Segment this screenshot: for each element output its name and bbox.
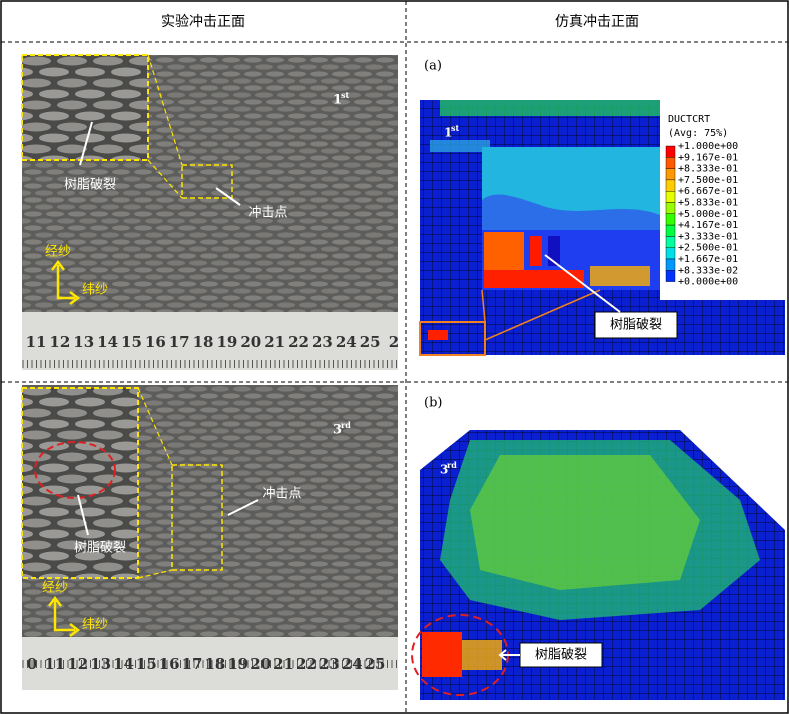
ruler-number: 0	[27, 655, 37, 673]
damage-label: 树脂破裂	[535, 648, 587, 663]
legend-label: +3.333e-01	[678, 231, 738, 242]
legend-swatch	[666, 259, 675, 270]
legend-swatch	[666, 225, 675, 236]
ruler-number: 21	[273, 655, 294, 673]
ruler-number: 22	[296, 655, 317, 673]
warp-label: 经纱	[45, 245, 71, 260]
legend-label: +8.333e-02	[678, 265, 738, 276]
legend-label: +1.000e+00	[678, 141, 738, 152]
ruler-number: 17	[169, 333, 190, 351]
header-right: 仿真冲击正面	[555, 14, 639, 30]
panel-label: (a)	[424, 59, 442, 74]
panel-label: (b)	[424, 396, 442, 411]
ruler-number: 25	[365, 655, 386, 673]
specimen-suffix: rd	[341, 420, 351, 430]
impact-label: 冲击点	[262, 487, 301, 502]
damage-label: 树脂破裂	[74, 541, 126, 556]
legend-swatch	[666, 270, 675, 281]
ruler-number: 21	[264, 333, 285, 351]
ruler-number: 12	[67, 655, 88, 673]
ruler-number: 24	[342, 655, 363, 673]
header-left: 实验冲击正面	[161, 14, 245, 30]
ruler-number: 20	[250, 655, 271, 673]
ruler-number: 20	[240, 333, 261, 351]
legend-label: +5.000e-01	[678, 209, 738, 220]
ruler-number: 11	[26, 333, 47, 351]
legend-swatch	[666, 146, 675, 157]
ruler-number: 19	[227, 655, 248, 673]
ruler-number: 13	[90, 655, 111, 673]
legend-label: +6.667e-01	[678, 186, 738, 197]
ruler-number: 18	[204, 655, 225, 673]
ruler-number: 13	[73, 333, 94, 351]
ruler-number: 25	[360, 333, 381, 351]
ruler-number: 11	[44, 655, 65, 673]
legend-swatch	[666, 169, 675, 180]
weft-label: 纬纱	[82, 283, 108, 298]
specimen-suffix: st	[451, 123, 460, 133]
damage-label: 树脂破裂	[64, 178, 116, 193]
ruler-number: 14	[113, 655, 134, 673]
ruler-number: 22	[288, 333, 309, 351]
legend-title: DUCTCRT	[668, 114, 710, 125]
ruler-number: 23	[319, 655, 340, 673]
ruler-number: 23	[312, 333, 333, 351]
ruler-number: 18	[193, 333, 214, 351]
ruler-number: 17	[182, 655, 203, 673]
weft-label: 纬纱	[82, 618, 108, 633]
specimen-suffix: rd	[447, 460, 457, 470]
legend-swatch	[666, 191, 675, 202]
legend-label: +7.500e-01	[678, 175, 738, 186]
legend-label: +0.000e+00	[678, 277, 738, 288]
ruler-number: 12	[49, 333, 70, 351]
legend-swatch	[666, 157, 675, 168]
ruler-number: 24	[336, 333, 357, 351]
legend-label: +4.167e-01	[678, 220, 738, 231]
legend-label: +5.833e-01	[678, 198, 738, 209]
impact-label: 冲击点	[248, 206, 287, 221]
legend-label: +2.500e-01	[678, 243, 738, 254]
warp-label: 经纱	[42, 581, 68, 596]
ruler-number: 14	[97, 333, 118, 351]
ruler-number: 16	[145, 333, 166, 351]
ruler-number: 19	[216, 333, 237, 351]
legend-swatch	[666, 180, 675, 191]
legend-label: +8.333e-01	[678, 164, 738, 175]
legend-swatch	[666, 203, 675, 214]
damage-label: 树脂破裂	[610, 318, 662, 333]
figure: 实验冲击正面 仿真冲击正面 1 st 树脂破裂 冲击点 经纱 纬纱 111213…	[0, 0, 789, 714]
ruler-number: 16	[159, 655, 180, 673]
legend-swatch	[666, 248, 675, 259]
legend-swatch	[666, 236, 675, 247]
simulation-image	[412, 430, 785, 700]
legend-subtitle: (Avg: 75%)	[668, 128, 728, 139]
ruler-number: 15	[121, 333, 142, 351]
ruler-number: 2	[389, 333, 399, 351]
legend-swatch	[666, 214, 675, 225]
ruler-number: 15	[136, 655, 157, 673]
specimen-suffix: st	[341, 90, 350, 100]
legend-label: +9.167e-01	[678, 152, 738, 163]
legend-label: +1.667e-01	[678, 254, 738, 265]
